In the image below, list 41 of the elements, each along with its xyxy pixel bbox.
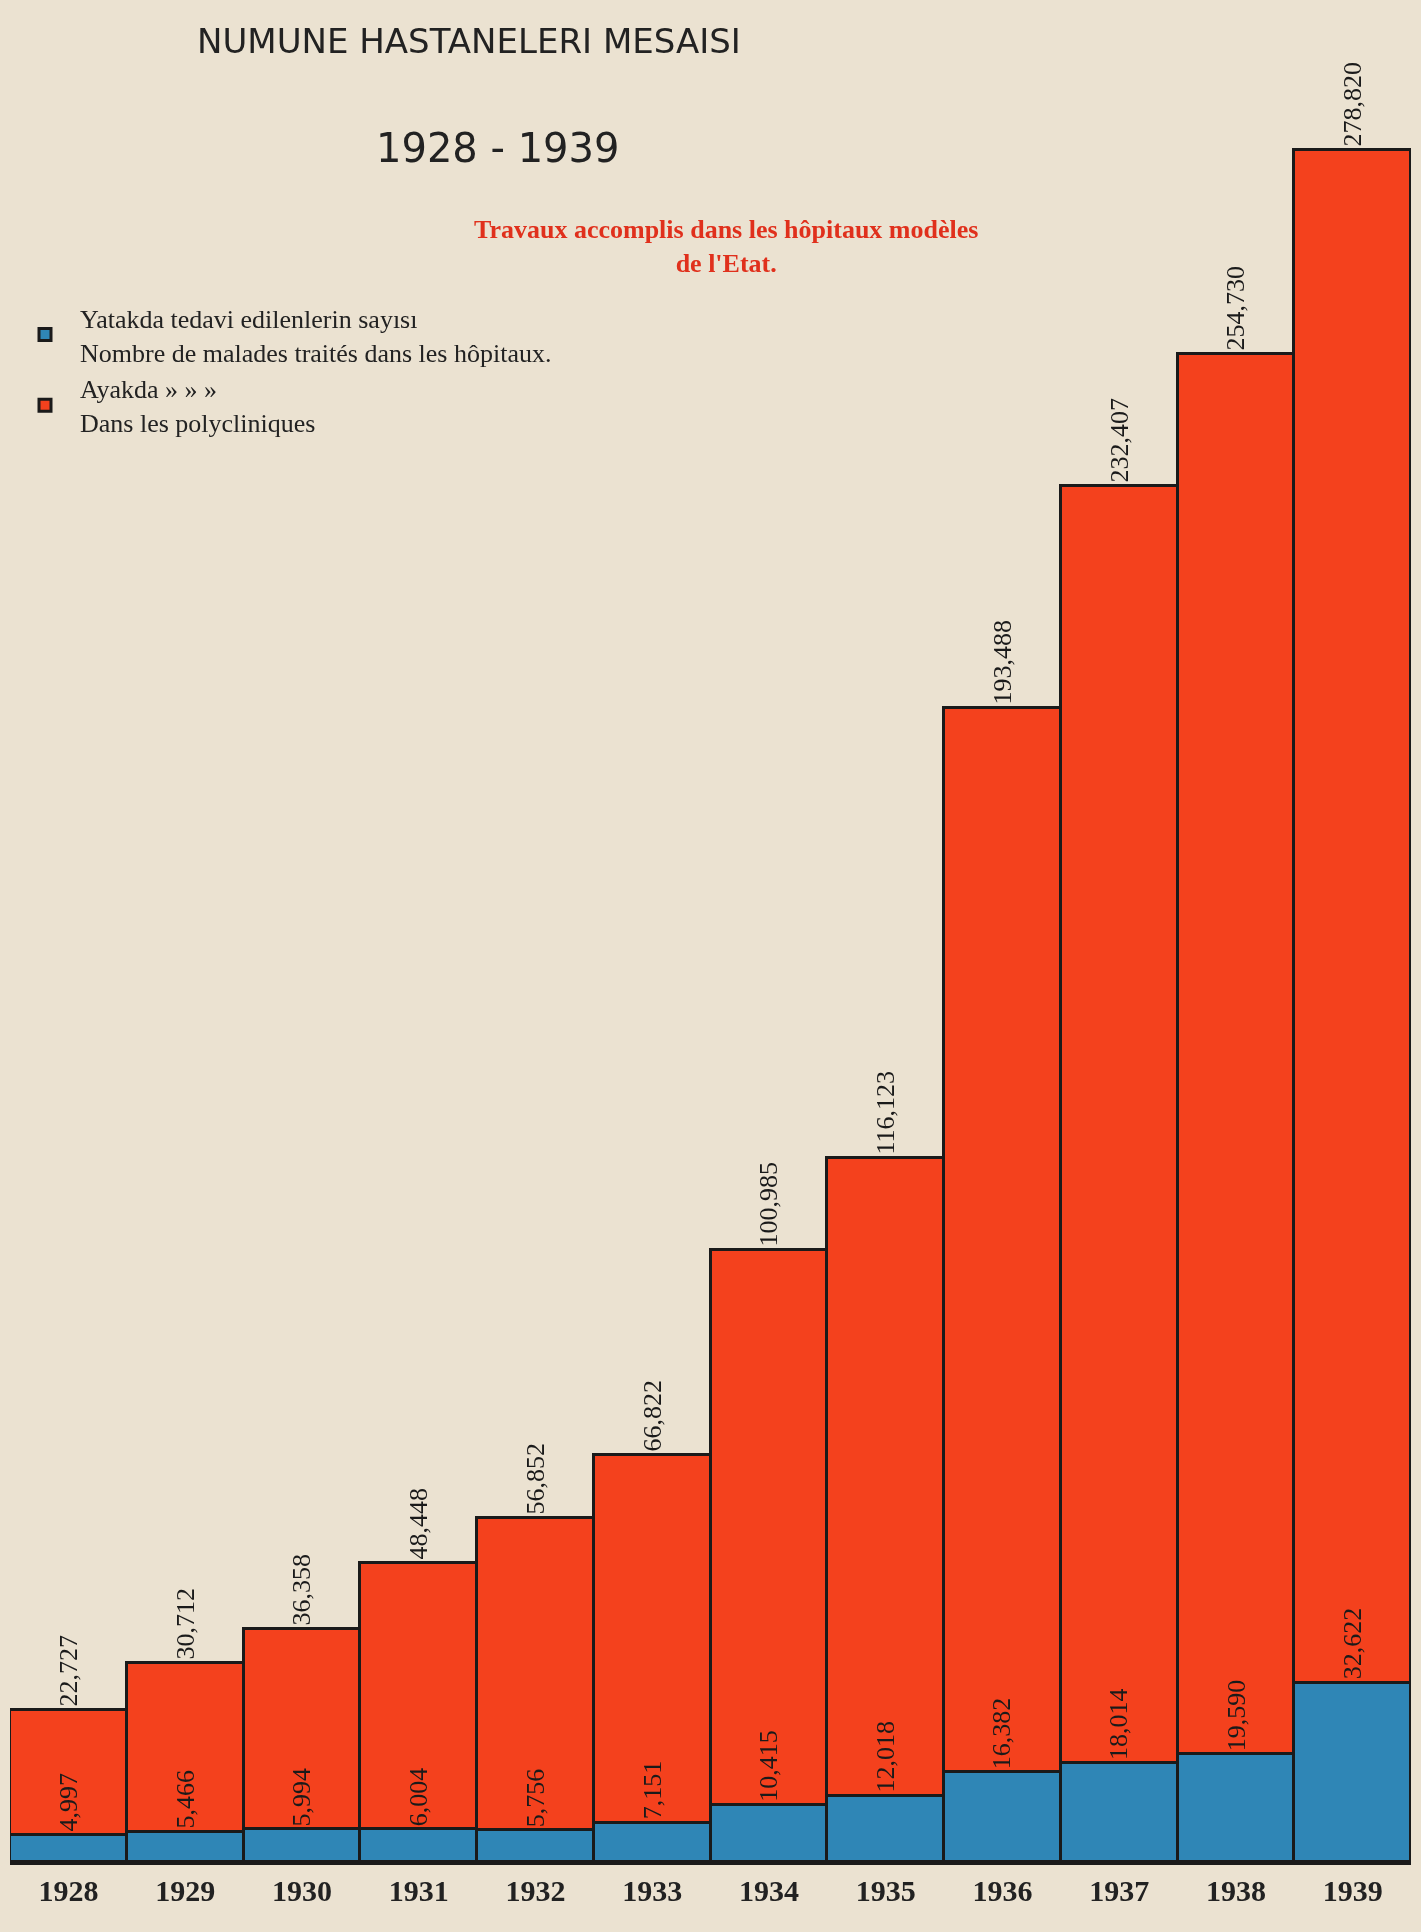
- x-tick-label: 1929: [155, 1874, 216, 1907]
- data-label: 56,852: [520, 1443, 550, 1515]
- legend-label: Yatakda tedavi edilenlerin sayısı Nombre de malades traités dans les hôpitaux.: [80, 304, 552, 368]
- x-tick-label: 1930: [271, 1874, 332, 1907]
- data-label: 48,448: [403, 1488, 433, 1560]
- x-tick-label: 1939: [1322, 1874, 1383, 1907]
- data-label: 19,590: [1221, 1679, 1251, 1752]
- x-tick-label: 1931: [388, 1874, 449, 1907]
- data-label: 100,985: [754, 1162, 783, 1247]
- data-label: 30,712: [170, 1588, 200, 1660]
- data-label: 5,994: [287, 1767, 317, 1827]
- x-tick-label: 1938: [1205, 1874, 1266, 1907]
- data-label: 4,997: [54, 1772, 84, 1832]
- chart-subtitle: 1928 - 1939: [376, 125, 620, 171]
- data-label: 193,488: [987, 620, 1017, 705]
- x-tick-label: 1932: [505, 1874, 566, 1907]
- data-label: 5,756: [520, 1768, 550, 1828]
- legend-label: Ayakda » » » Dans les polycliniques: [80, 375, 316, 439]
- data-label: 10,415: [754, 1730, 784, 1802]
- x-tick-label: 1928: [38, 1874, 99, 1907]
- data-label: 5,466: [170, 1770, 200, 1829]
- x-tick-label: 1936: [972, 1874, 1033, 1907]
- x-tick-label: 1933: [622, 1874, 683, 1907]
- x-tick-label: 1935: [855, 1874, 916, 1907]
- data-label: 278,820: [1337, 62, 1367, 147]
- data-label: 16,382: [987, 1697, 1017, 1770]
- data-label: 232,407: [1104, 398, 1134, 483]
- data-label: 22,727: [53, 1635, 83, 1707]
- data-label: 116,123: [870, 1070, 900, 1155]
- data-label: 6,004: [404, 1767, 434, 1827]
- data-label: 32,622: [1337, 1607, 1367, 1680]
- annotation: Travaux accomplis dans les hôpitaux modèles de l'Etat.: [474, 215, 979, 278]
- data-label: 254,730: [1221, 266, 1250, 351]
- data-label: 12,018: [870, 1721, 900, 1793]
- x-tick-label: 1934: [738, 1874, 799, 1907]
- chart-title: NUMUNE HASTANELERI MESAISI: [197, 20, 741, 61]
- data-label: 18,014: [1104, 1688, 1134, 1761]
- data-label: 36,358: [287, 1554, 316, 1626]
- data-label: 66,822: [637, 1380, 667, 1452]
- data-label: 7,151: [637, 1760, 667, 1820]
- x-tick-label: 1937: [1089, 1874, 1150, 1907]
